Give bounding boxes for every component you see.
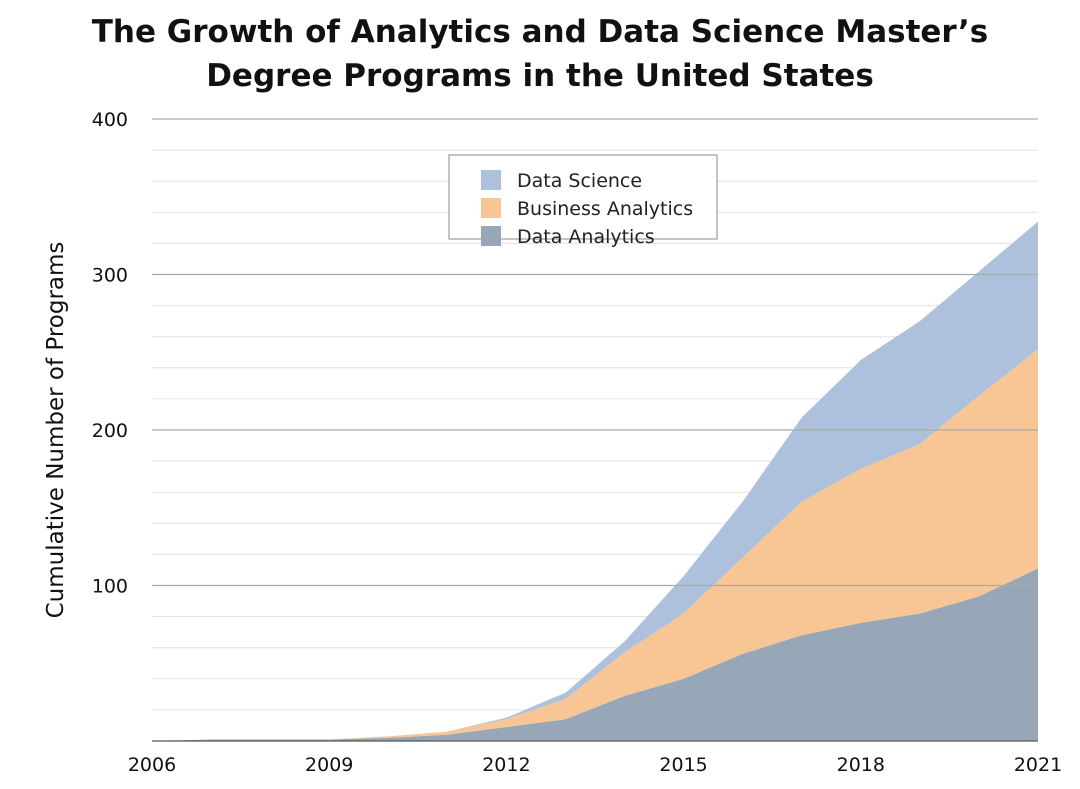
y-tick-label: 100 [92, 576, 128, 598]
area-data-analytics [152, 568, 1038, 741]
y-axis-label: Cumulative Number of Programs [43, 242, 69, 619]
x-tick-label: 2009 [305, 754, 353, 776]
legend-label-data-analytics: Data Analytics [517, 226, 655, 248]
legend-swatch-data-analytics [481, 226, 501, 246]
chart-title-line-2: Degree Programs in the United States [206, 58, 874, 94]
legend-swatch-data-science [481, 170, 501, 190]
x-tick-label: 2012 [482, 754, 530, 776]
area-business-analytics [152, 349, 1038, 741]
legend-swatch-business-analytics [481, 198, 501, 218]
y-tick-label: 200 [92, 420, 128, 442]
x-tick-label: 2006 [128, 754, 176, 776]
legend-box [448, 154, 718, 240]
legend-label-business-analytics: Business Analytics [517, 198, 693, 220]
axes: 2006 2009 2012 2015 2018 2021 100 200 300 400 Cumu… [43, 109, 1062, 776]
x-tick-label: 2021 [1014, 754, 1062, 776]
x-tick-label: 2015 [659, 754, 707, 776]
legend: Data Science Business Analytics Data Analy… [448, 154, 718, 248]
y-tick-label: 400 [92, 109, 128, 131]
x-tick-label: 2018 [837, 754, 885, 776]
y-tick-label: 300 [92, 265, 128, 287]
stacked-areas [152, 221, 1038, 741]
major-gridlines [152, 118, 1038, 587]
legend-label-data-science: Data Science [517, 170, 642, 192]
chart-title-line-1: The Growth of Analytics and Data Science… [91, 14, 989, 50]
chart-title: The Growth of Analytics and Data Science… [0, 10, 1080, 98]
